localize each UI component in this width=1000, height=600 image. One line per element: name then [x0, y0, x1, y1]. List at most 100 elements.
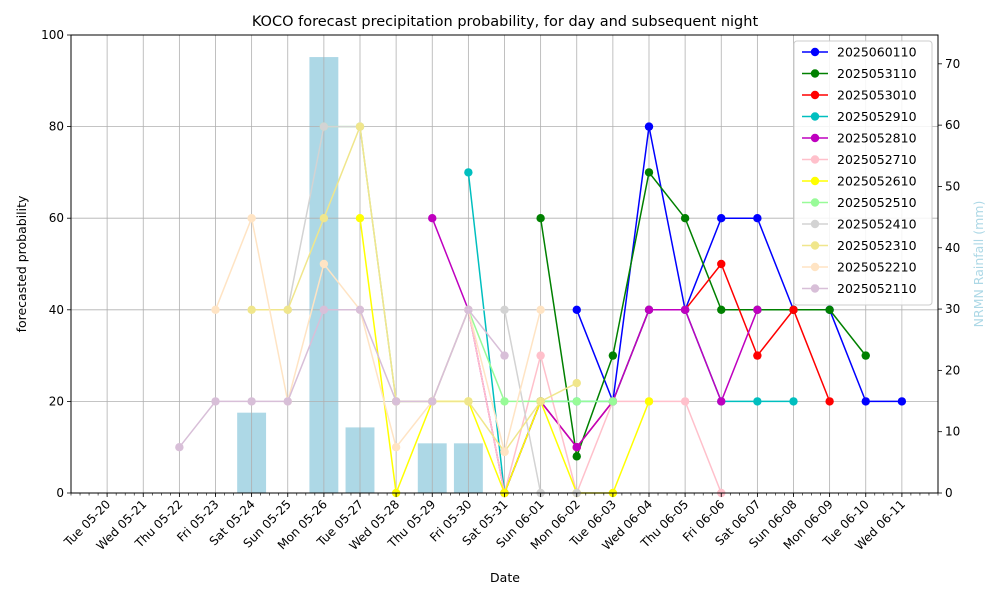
series-point [283, 397, 292, 406]
series-point [319, 122, 329, 131]
series-point [247, 397, 256, 406]
y2-tick-label: 40 [945, 241, 960, 255]
series-point [644, 168, 654, 177]
y2-tick-label: 20 [945, 363, 960, 377]
legend-marker [810, 219, 820, 229]
legend-marker [810, 47, 820, 57]
series-point [500, 447, 509, 456]
legend-marker [810, 112, 820, 121]
series-point [825, 305, 834, 314]
series-point [391, 397, 401, 406]
series-point [717, 214, 726, 223]
series-point [717, 397, 726, 406]
series-point [753, 214, 762, 223]
y-tick-label: 80 [49, 120, 64, 134]
series-point [428, 397, 437, 406]
legend-label: 2025060110 [837, 45, 917, 60]
series-point [753, 305, 762, 314]
series-point [861, 397, 870, 406]
series-point [464, 305, 473, 314]
series-point [608, 351, 618, 360]
y2-axis-label: NRMN Rainfall (mm) [971, 201, 986, 328]
y-tick-label: 100 [41, 28, 64, 42]
series-point [247, 214, 256, 223]
series-point [572, 305, 581, 314]
series-point [283, 305, 292, 314]
series-point [500, 305, 509, 314]
legend-label: 2025052710 [837, 152, 917, 167]
series-point [319, 259, 329, 269]
y-tick-label: 60 [49, 211, 64, 225]
series-point [572, 397, 581, 406]
series-point [572, 443, 581, 452]
series-point [680, 305, 690, 314]
legend-label: 2025052910 [837, 109, 917, 124]
series-point [211, 305, 220, 314]
series-point [717, 259, 726, 269]
legend-label: 2025052510 [837, 195, 917, 210]
series-point [428, 214, 437, 223]
series-point [789, 397, 798, 406]
x-axis-label: Date [490, 570, 520, 585]
legend-marker [810, 90, 820, 100]
legend-label: 2025052410 [837, 217, 917, 232]
series-line [214, 215, 542, 452]
legend-marker [810, 284, 820, 293]
legend-marker [810, 262, 820, 272]
y2-tick-label: 70 [945, 57, 960, 71]
series-point [355, 214, 365, 223]
legend-marker [810, 155, 820, 164]
series-2025052110 [175, 305, 509, 452]
series-point [572, 378, 581, 388]
legend-label: 2025052310 [837, 238, 917, 253]
series-point [175, 443, 184, 452]
legend-label: 2025053010 [837, 88, 917, 103]
y2-tick-label: 60 [945, 118, 960, 132]
legend-label: 2025053110 [837, 66, 917, 81]
series-point [825, 397, 834, 406]
chart-title: KOCO forecast precipitation probability,… [252, 14, 759, 30]
series-point [536, 351, 545, 360]
series-point [464, 397, 473, 406]
y-tick-label: 0 [56, 486, 64, 500]
y-tick-label: 40 [49, 303, 64, 317]
series-point [319, 305, 329, 314]
legend-marker [810, 69, 820, 78]
legend-marker [810, 241, 820, 250]
series-point [717, 305, 726, 314]
series-lines [175, 122, 907, 498]
series-point [536, 214, 545, 223]
series-point [753, 351, 762, 360]
legend-label: 2025052610 [837, 174, 917, 189]
series-point [355, 122, 365, 131]
series-point [680, 397, 690, 406]
series-point [500, 397, 509, 406]
series-point [355, 305, 365, 314]
series-point [644, 122, 654, 131]
legend-marker [810, 198, 820, 207]
series-point [644, 305, 654, 314]
series-point [897, 397, 907, 406]
series-point [464, 168, 473, 177]
series-point [680, 214, 690, 223]
series-point [319, 214, 329, 223]
y-tick-label: 20 [49, 394, 64, 408]
series-point [644, 397, 654, 406]
legend: 2025060110 2025053110 2025053010 2025052910… [793, 40, 933, 306]
legend-marker [810, 176, 820, 186]
legend-label: 2025052810 [837, 131, 917, 146]
series-point [789, 305, 798, 314]
legend-label: 2025052110 [837, 281, 917, 296]
y2-tick-label: 10 [945, 425, 960, 439]
legend-marker [810, 133, 820, 143]
series-point [861, 351, 870, 360]
series-point [247, 305, 256, 314]
legend-box [793, 40, 933, 306]
series-point [536, 305, 545, 314]
series-line [178, 308, 506, 448]
series-point [211, 397, 220, 406]
series-point [608, 397, 618, 406]
series-point [572, 452, 581, 461]
y2-tick-label: 0 [945, 486, 953, 500]
